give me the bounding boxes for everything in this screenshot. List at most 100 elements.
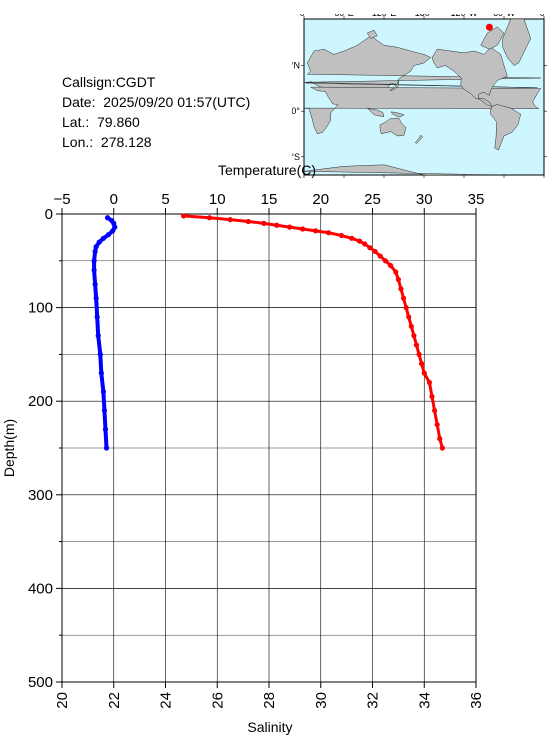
- salinity-point: [300, 226, 306, 232]
- salinity-series: [181, 213, 445, 451]
- salinity-point: [356, 238, 363, 244]
- salinity-point: [372, 248, 378, 255]
- temperature-point: [97, 351, 103, 357]
- salinity-point: [227, 217, 233, 223]
- station-info: Callsign:CGDT Date: 2025/09/20 01:57(UTC…: [62, 72, 250, 152]
- salinity-point: [421, 370, 427, 376]
- temperature-point: [94, 314, 100, 320]
- map-lon-label: 120°W: [450, 14, 478, 18]
- temperature-point: [92, 248, 98, 255]
- map-lat-label: 60°S: [292, 152, 300, 162]
- salinity-point: [338, 232, 345, 239]
- temperature-point: [93, 295, 99, 301]
- salinity-tick-label: 20: [54, 692, 71, 709]
- salinity-tick-label: 32: [365, 692, 382, 709]
- temperature-point: [91, 267, 97, 273]
- temperature-series: [91, 215, 118, 451]
- callsign-text: Callsign:CGDT: [62, 74, 156, 90]
- salinity-point: [261, 220, 267, 226]
- temperature-point: [105, 231, 112, 238]
- salinity-point: [419, 361, 425, 367]
- salinity-point: [287, 224, 293, 230]
- salinity-point: [349, 235, 355, 241]
- temperature-tick-label: 35: [468, 191, 485, 208]
- salinity-point: [206, 215, 213, 221]
- temperature-point: [104, 215, 111, 221]
- temperature-point: [93, 244, 99, 250]
- temperature-tick-label: 25: [364, 191, 381, 208]
- map-lon-label: 60°W: [493, 14, 516, 18]
- temperature-tick-label: 10: [209, 191, 226, 208]
- salinity-axis: 20 22 24 26 28 30 32 34 36: [54, 682, 485, 709]
- salinity-point: [426, 379, 433, 386]
- temperature-point: [96, 239, 102, 245]
- salinity-point: [312, 228, 319, 234]
- temperature-axis-title: Temperature(C): [218, 162, 316, 178]
- temperature-tick-label: 0: [110, 191, 118, 208]
- temperature-point: [102, 426, 109, 432]
- salinity-point: [411, 333, 417, 339]
- map-lon-label: 0°: [300, 14, 309, 18]
- temperature-axis: −5 0 5 10 15 20 25 30 35: [53, 191, 484, 214]
- salinity-point: [181, 213, 187, 219]
- temperature-tick-label: 5: [161, 191, 169, 208]
- salinity-point: [388, 262, 394, 269]
- salinity-point: [413, 342, 420, 348]
- north-america-landmass: [431, 47, 508, 107]
- salinity-point: [245, 218, 251, 225]
- salinity-tick-label: 28: [261, 692, 278, 709]
- arctic-archipelago-landmass: [480, 26, 505, 50]
- salinity-point: [274, 222, 280, 228]
- temperature-tick-label: 30: [416, 191, 433, 208]
- salinity-point: [325, 230, 332, 236]
- salinity-tick-label: 36: [468, 692, 485, 709]
- salinity-point: [432, 407, 438, 414]
- map-land: [303, 18, 542, 176]
- depth-tick-label: 100: [28, 300, 53, 317]
- salinity-point: [377, 253, 383, 259]
- salinity-point: [362, 241, 368, 247]
- salinity-point: [416, 351, 422, 357]
- salinity-point: [408, 323, 414, 329]
- depth-tick-label: 0: [45, 206, 53, 223]
- salinity-point: [398, 286, 404, 292]
- temperature-tick-label: −5: [53, 191, 70, 208]
- salinity-line: [182, 214, 444, 450]
- map-lon-label: 120°E: [372, 14, 397, 18]
- salinity-point: [367, 245, 373, 251]
- salinity-tick-label: 22: [106, 692, 123, 709]
- south-america-landmass: [490, 104, 521, 151]
- salinity-tick-label: 26: [209, 692, 226, 709]
- temperature-point: [91, 258, 97, 264]
- chart-grid: [61, 214, 477, 682]
- salinity-tick-label: 34: [416, 692, 433, 709]
- depth-tick-label: 400: [28, 580, 53, 597]
- temperature-point: [98, 370, 104, 376]
- salinity-tick-label: 30: [313, 692, 330, 709]
- temperature-point: [100, 235, 106, 241]
- map-lon-label: 180°: [415, 14, 434, 18]
- japan-landmass: [390, 81, 399, 92]
- salinity-point: [395, 276, 401, 283]
- salinity-point: [400, 295, 407, 301]
- map-lat-label: 0°: [292, 106, 300, 116]
- lat-text: Lat.: 79.860: [62, 114, 140, 130]
- depth-axis-title: Depth(m): [1, 419, 17, 477]
- salinity-point: [403, 305, 409, 311]
- date-text: Date: 2025/09/20 01:57(UTC): [62, 94, 251, 110]
- depth-axis: 0 100 200 300 400 500: [28, 206, 62, 691]
- map-lat-label: 60°N: [292, 61, 300, 71]
- antarctica-landmass: [303, 164, 505, 176]
- new-zealand-landmass: [414, 135, 423, 144]
- greenland-landmass: [502, 18, 531, 66]
- lon-text: Lon.: 278.128: [62, 134, 152, 150]
- depth-tick-label: 500: [28, 674, 53, 691]
- location-map: 0° 60°E 120°E 180° 120°W 60°W 0° 60°N 0° 60°S: [292, 14, 549, 178]
- salinity-axis-title: Salinity: [247, 719, 292, 735]
- salinity-point: [393, 269, 399, 275]
- depth-tick-label: 200: [28, 393, 53, 410]
- new-guinea-landmass: [390, 111, 405, 117]
- temperature-tick-label: 20: [312, 191, 329, 208]
- salinity-point: [382, 258, 389, 264]
- salinity-point: [439, 445, 445, 451]
